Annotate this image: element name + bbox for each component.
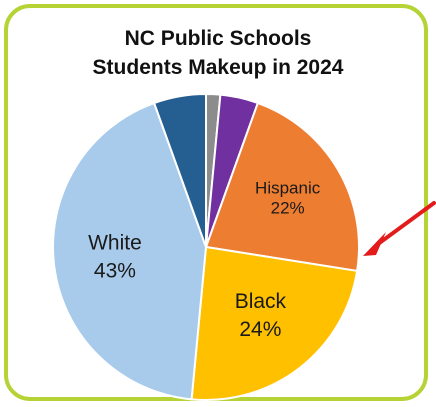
pie-slice-white	[52, 101, 208, 401]
slice-label-hispanic: Hispanic	[255, 179, 321, 198]
slice-label-white: White	[88, 232, 142, 255]
slice-label-black: Black	[235, 290, 287, 313]
slice-percent-black: 24%	[239, 318, 281, 341]
slice-percent-hispanic: 22%	[271, 199, 305, 218]
pie-slice-hispanic	[204, 101, 360, 273]
chart-title: NC Public Schools Students Makeup in 202…	[0, 24, 436, 82]
chart-title-line-2: Students Makeup in 2024	[92, 56, 344, 79]
pie-slice-black	[190, 245, 359, 401]
chart-title-line-1: NC Public Schools	[124, 27, 312, 50]
slice-percent-white: 43%	[94, 260, 136, 283]
pie-slice-unlabeled-5	[152, 92, 207, 248]
